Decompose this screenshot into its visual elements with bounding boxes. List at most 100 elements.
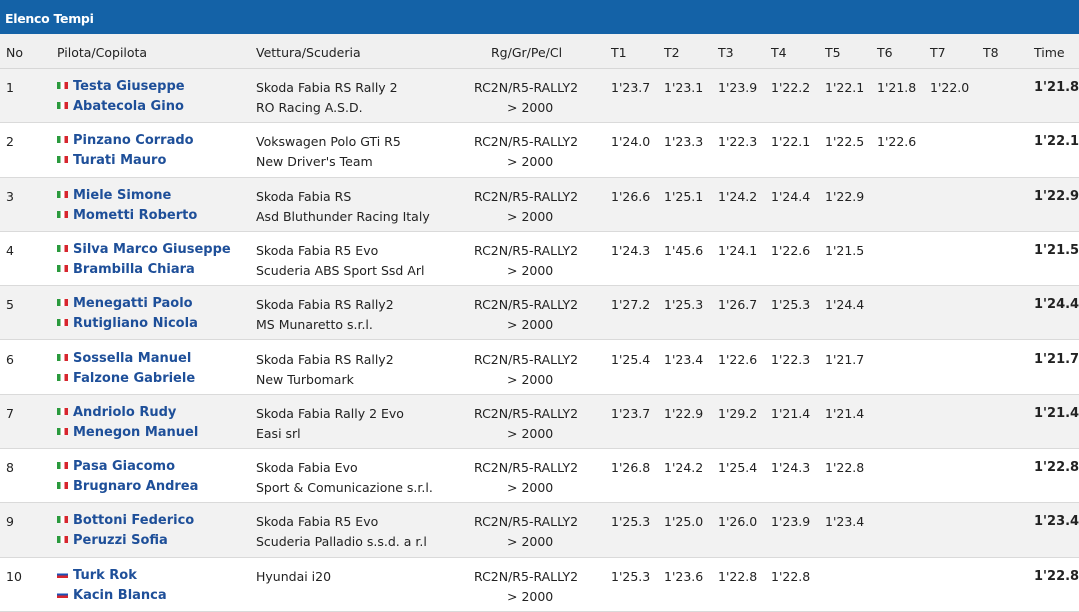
codriver-name: Peruzzi Sofia: [73, 533, 168, 549]
table-row: 4 Silva Marco Giuseppe Brambilla Chiara Sko…: [0, 231, 1079, 287]
stage-time-t2: 1'22.9: [664, 405, 704, 421]
italy-flag: [57, 210, 68, 218]
driver-link[interactable]: Bottoni Federico: [57, 513, 194, 528]
italy-flag: [57, 516, 68, 524]
class-code: RC2N/R5-RALLY2: [474, 80, 579, 95]
stage-time-t2: 1'23.6: [664, 568, 704, 584]
row-number: 10: [6, 568, 22, 584]
italy-flag: [57, 244, 68, 252]
stage-time-t5: 1'21.5: [825, 242, 865, 258]
italy-flag: [57, 407, 68, 415]
class-code: RC2N/R5-RALLY2: [474, 568, 579, 584]
stage-time-t4: 1'24.4: [771, 188, 811, 204]
header-car: Vettura/Scuderia: [256, 45, 361, 60]
stage-time-t2: 1'23.3: [664, 134, 704, 150]
codriver-name: Turati Mauro: [73, 153, 167, 169]
codriver-link[interactable]: Mometti Roberto: [57, 208, 197, 223]
driver-link[interactable]: Menegatti Paolo: [57, 296, 193, 311]
driver-name: Pasa Giacomo: [73, 459, 176, 475]
driver-name: Andriolo Rudy: [73, 404, 177, 420]
driver-link[interactable]: Silva Marco Giuseppe: [57, 242, 231, 257]
driver-link[interactable]: Andriolo Rudy: [57, 405, 176, 420]
codriver-link[interactable]: Brugnaro Andrea: [57, 479, 198, 494]
stage-time-t4: 1'22.2: [771, 80, 811, 95]
codriver-link[interactable]: Brambilla Chiara: [57, 262, 195, 277]
italy-flag: [57, 536, 68, 544]
stage-time-t4: 1'23.9: [771, 514, 811, 530]
stage-time-t2: 1'24.2: [664, 460, 704, 476]
italy-flag: [57, 82, 68, 89]
class-displacement: > 2000: [507, 534, 554, 550]
stage-time-t1: 1'26.8: [611, 460, 651, 476]
driver-link[interactable]: Sossella Manuel: [57, 351, 191, 366]
team-name: Sport & Comunicazione s.r.l.: [256, 480, 433, 496]
header-crew: Pilota/Copilota: [57, 45, 148, 60]
codriver-link[interactable]: Kacin Blanca: [57, 588, 167, 603]
stage-time-t1: 1'27.2: [611, 297, 651, 313]
table-header: No Pilota/Copilota Vettura/Scuderia Rg/G…: [0, 34, 1079, 69]
driver-link[interactable]: Testa Giuseppe: [57, 79, 185, 94]
table-row: 7 Andriolo Rudy Menegon Manuel Skoda Fabia …: [0, 394, 1079, 450]
stage-time-t2: 1'23.4: [664, 351, 704, 367]
team-name: MS Munaretto s.r.l.: [256, 317, 373, 333]
italy-flag: [57, 136, 68, 144]
italy-flag: [57, 427, 68, 435]
italy-flag: [57, 482, 68, 490]
best-time: 1'22.8: [1034, 460, 1079, 476]
codriver-link[interactable]: Abatecola Gino: [57, 99, 184, 114]
stage-time-t5: 1'21.7: [825, 351, 865, 367]
row-number: 5: [6, 297, 14, 313]
car-model: Skoda Fabia Rally 2 Evo: [256, 405, 404, 421]
stage-time-t6: 1'21.8: [877, 80, 917, 95]
stage-time-t2: 1'25.1: [664, 188, 704, 204]
stage-time-t3: 1'24.2: [718, 188, 758, 204]
car-model: Skoda Fabia Evo: [256, 460, 358, 476]
team-name: Scuderia Palladio s.s.d. a r.l: [256, 534, 427, 550]
car-model: Skoda Fabia RS Rally2: [256, 351, 394, 367]
class-code: RC2N/R5-RALLY2: [474, 405, 579, 421]
class-displacement: > 2000: [507, 100, 554, 115]
driver-link[interactable]: Turk Rok: [57, 568, 137, 583]
driver-link[interactable]: Pasa Giacomo: [57, 459, 175, 474]
best-time: 1'21.5: [1034, 242, 1079, 258]
team-name: Asd Bluthunder Racing Italy: [256, 208, 430, 224]
car-model: Skoda Fabia R5 Evo: [256, 242, 379, 258]
codriver-link[interactable]: Rutigliano Nicola: [57, 316, 198, 331]
best-time: 1'21.8: [1034, 80, 1079, 95]
stage-time-t1: 1'24.3: [611, 242, 651, 258]
car-model: Skoda Fabia RS Rally2: [256, 297, 394, 313]
driver-link[interactable]: Miele Simone: [57, 188, 171, 203]
car-model: Skoda Fabia RS: [256, 188, 352, 204]
stage-time-t3: 1'29.2: [718, 405, 758, 421]
table-row: 6 Sossella Manuel Falzone Gabriele Skoda Fa…: [0, 340, 1079, 395]
team-name: RO Racing A.S.D.: [256, 100, 363, 115]
driver-name: Pinzano Corrado: [73, 133, 194, 149]
driver-link[interactable]: Pinzano Corrado: [57, 133, 194, 148]
codriver-link[interactable]: Peruzzi Sofia: [57, 533, 168, 548]
stage-time-t3: 1'22.8: [718, 568, 758, 584]
codriver-name: Falzone Gabriele: [73, 370, 196, 386]
car-model: Skoda Fabia R5 Evo: [256, 514, 379, 530]
italy-flag: [57, 190, 68, 198]
row-number: 9: [6, 514, 14, 530]
class-code: RC2N/R5-RALLY2: [474, 351, 579, 367]
codriver-name: Kacin Blanca: [73, 587, 167, 603]
header-no: No: [6, 45, 23, 60]
stage-time-t1: 1'25.3: [611, 514, 651, 530]
codriver-link[interactable]: Falzone Gabriele: [57, 371, 195, 386]
row-number: 8: [6, 460, 14, 476]
best-time: 1'22.1: [1034, 134, 1079, 150]
best-time: 1'23.4: [1034, 514, 1079, 530]
codriver-link[interactable]: Menegon Manuel: [57, 425, 198, 440]
class-displacement: > 2000: [507, 425, 554, 441]
driver-name: Menegatti Paolo: [73, 296, 193, 312]
row-number: 3: [6, 188, 14, 204]
slovenia-flag: [57, 570, 68, 578]
codriver-name: Mometti Roberto: [73, 207, 198, 223]
team-name: New Driver's Team: [256, 154, 373, 170]
codriver-link[interactable]: Turati Mauro: [57, 153, 166, 168]
header-t6: T6: [877, 45, 893, 60]
stage-time-t4: 1'22.8: [771, 568, 811, 584]
class-code: RC2N/R5-RALLY2: [474, 297, 579, 313]
table-row: 2 Pinzano Corrado Turati Mauro Vokswagen Po…: [0, 123, 1079, 178]
